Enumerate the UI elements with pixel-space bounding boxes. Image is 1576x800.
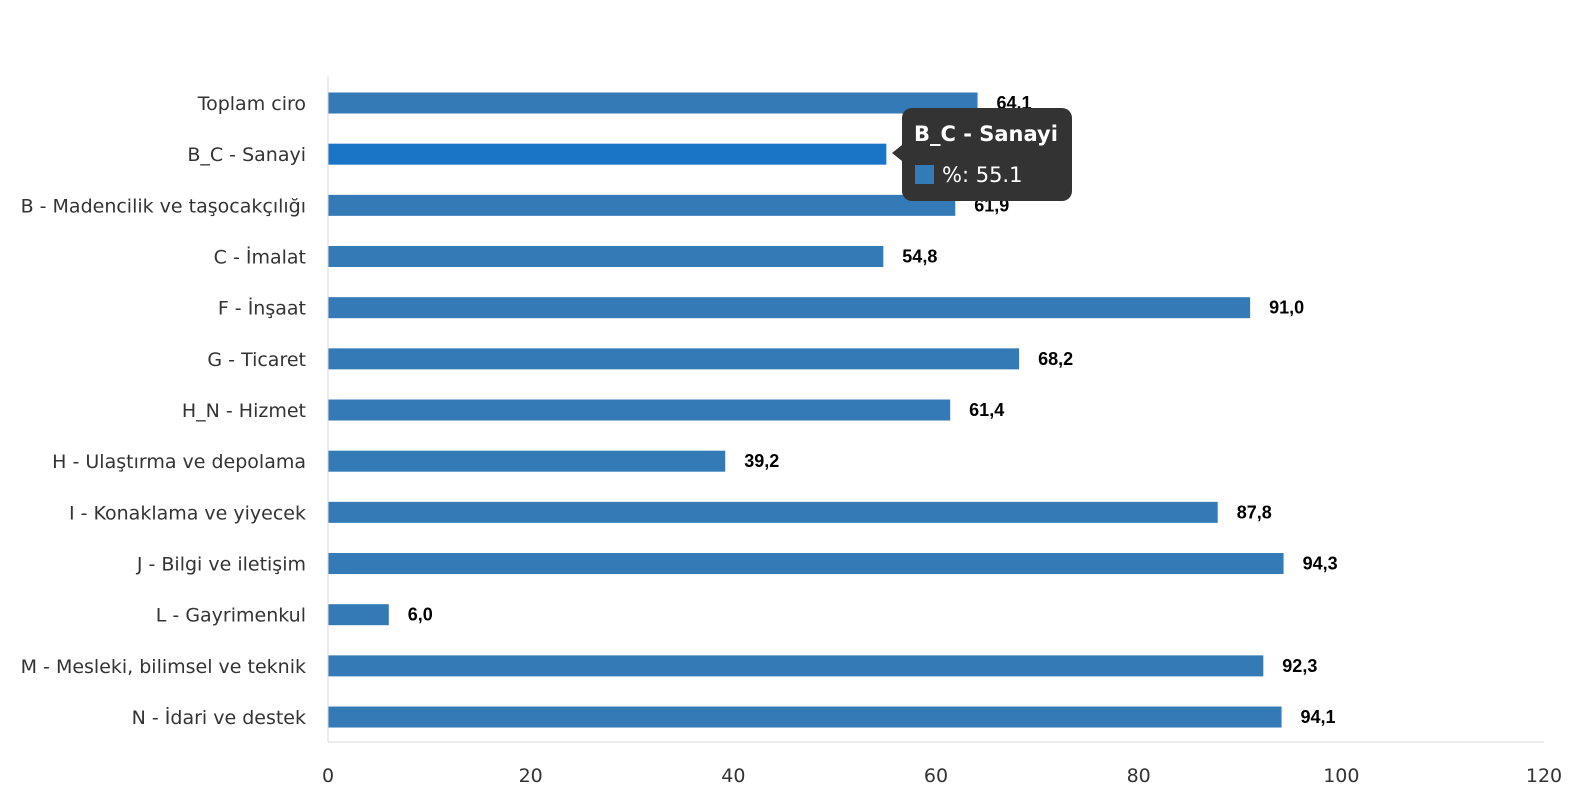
data-label: 61,4 (969, 400, 1004, 420)
tooltip-swatch (915, 165, 934, 184)
category-label: F - İnşaat (218, 297, 306, 320)
category-label: J - Bilgi ve iletişim (136, 554, 306, 576)
bar[interactable] (328, 348, 1020, 370)
x-tick-label: 20 (519, 765, 543, 787)
bar[interactable] (328, 706, 1282, 728)
category-labels: Toplam ciro B_C - Sanayi B - Madencilik ve… (21, 93, 306, 729)
bar[interactable] (328, 246, 884, 268)
bar[interactable] (328, 194, 956, 216)
category-label: L - Gayrimenkul (156, 605, 306, 627)
data-label: 68,2 (1038, 349, 1073, 369)
category-label: Toplam ciro (197, 93, 306, 115)
data-label: 39,2 (744, 451, 779, 471)
bar[interactable] (328, 553, 1284, 575)
category-label: I - Konaklama ve yiyecek (69, 502, 306, 524)
bar[interactable] (328, 92, 978, 114)
x-tick-label: 100 (1323, 765, 1359, 787)
data-label: 87,8 (1237, 502, 1272, 522)
bar[interactable] (328, 450, 726, 472)
bar[interactable] (328, 297, 1251, 319)
tooltip: B_C - Sanayi %: 55.1 (892, 108, 1072, 201)
data-label: 6,0 (408, 605, 433, 625)
category-label: G - Ticaret (207, 349, 306, 371)
category-label: M - Mesleki, bilimsel ve teknik (21, 656, 306, 678)
category-label: N - İdari ve destek (132, 706, 306, 729)
data-label: 94,3 (1303, 554, 1338, 574)
tooltip-title: B_C - Sanayi (914, 122, 1058, 146)
bar[interactable] (328, 655, 1264, 677)
bar[interactable] (328, 604, 389, 626)
data-label: 92,3 (1282, 656, 1317, 676)
x-tick-label: 40 (721, 765, 745, 787)
bars-layer (328, 92, 1284, 728)
tooltip-background (902, 108, 1072, 201)
x-tick-label: 80 (1127, 765, 1151, 787)
category-label: H_N - Hizmet (182, 400, 306, 422)
category-label: H - Ulaştırma ve depolama (52, 451, 306, 473)
x-tick-label: 120 (1526, 765, 1562, 787)
bar[interactable] (328, 501, 1218, 523)
tooltip-value: %: 55.1 (942, 163, 1022, 187)
category-label: B_C - Sanayi (187, 144, 306, 166)
category-label: C - İmalat (214, 246, 306, 269)
data-label: 91,0 (1269, 298, 1304, 318)
tooltip-pointer (892, 145, 902, 161)
bar[interactable] (328, 143, 887, 165)
bar[interactable] (328, 399, 951, 421)
data-label: 94,1 (1301, 707, 1336, 727)
x-axis: 0 20 40 60 80 100 120 (322, 76, 1562, 787)
x-tick-label: 60 (924, 765, 948, 787)
category-label: B - Madencilik ve taşocakçılığı (21, 195, 306, 217)
x-tick-label: 0 (322, 765, 334, 787)
data-label: 54,8 (902, 247, 937, 267)
data-labels: 64,155,161,954,891,068,261,439,287,894,3… (408, 93, 1338, 727)
